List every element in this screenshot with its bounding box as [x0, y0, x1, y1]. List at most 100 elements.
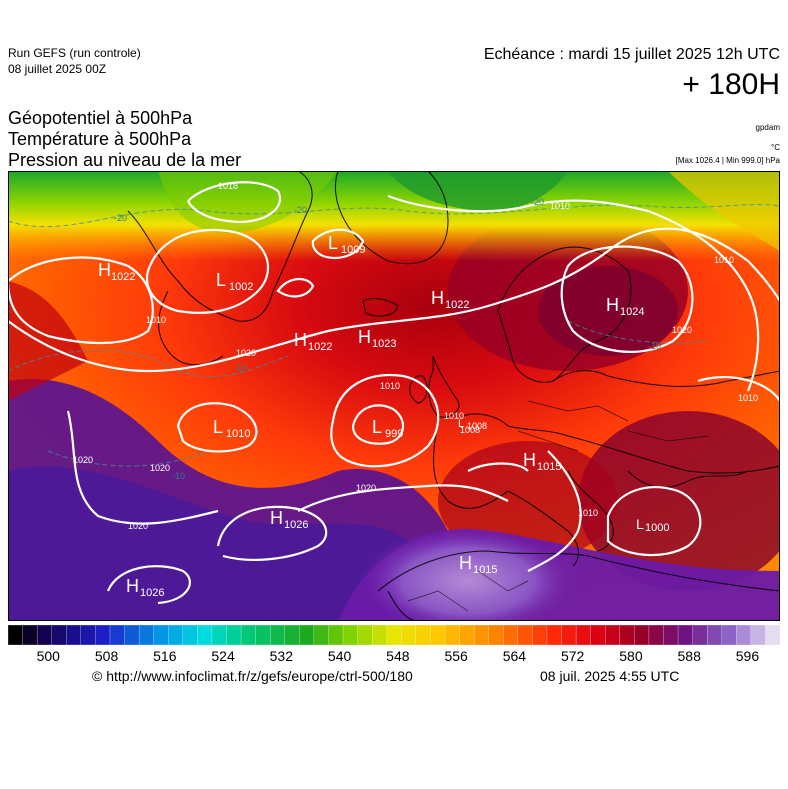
color-scale-swatch [473, 625, 490, 645]
parameter-temperature: Température à 500hPa [8, 129, 192, 149]
color-scale-swatch [124, 625, 140, 645]
pressure-center-symbol: H [98, 260, 111, 280]
isobar-label: 1010 [550, 201, 570, 211]
isotherm-label: -10 [234, 363, 247, 373]
pressure-center-l-1009: L 1009 [328, 233, 365, 256]
isobar-label: 1010 [738, 393, 758, 403]
color-scale-swatch [459, 625, 475, 645]
svg-text:H: H [270, 508, 283, 528]
color-scale-swatch [575, 625, 592, 645]
svg-text:999: 999 [385, 428, 403, 440]
pressure-center-h-1022a: H 1022 [98, 260, 135, 283]
isobar-label: 1008 [460, 425, 480, 435]
color-scale-swatch [240, 625, 257, 645]
isobar-label: 1010 [380, 381, 400, 391]
color-scale-tick-label: 508 [94, 648, 119, 664]
isobar-label: 1010 [146, 315, 166, 325]
pressure-max-min: [Max 1026.4 | Min 999.0] hPa [675, 156, 780, 165]
source-credit: © http://www.infoclimat.fr/z/gefs/europe… [92, 668, 413, 684]
svg-text:1015: 1015 [473, 564, 497, 576]
color-scale-swatch [386, 625, 402, 645]
isotherm-label: -20 [114, 213, 127, 223]
unit-geopotential: gpdam [755, 123, 780, 132]
color-scale-swatch [721, 625, 737, 645]
forecast-valid-time: Echéance : mardi 15 juillet 2025 12h UTC [483, 46, 780, 63]
isobar-label: 1020 [150, 463, 170, 473]
color-scale-swatch [663, 625, 679, 645]
isobar-label: 1020 [356, 483, 376, 493]
color-scale-swatch [95, 625, 111, 645]
svg-text:H: H [294, 330, 307, 350]
color-scale-tick-label: 524 [211, 648, 235, 664]
svg-text:H: H [126, 576, 139, 596]
pressure-center-h-1022c: H 1022 [294, 330, 332, 353]
color-scale-tick-label: 500 [36, 648, 60, 664]
color-scale-tick-label: 564 [502, 648, 527, 664]
color-scale-swatch [182, 625, 198, 645]
isobar-label: 1020 [128, 521, 148, 531]
color-scale-swatch [590, 625, 606, 645]
pressure-center-h-1026b: H 1026 [126, 576, 164, 599]
color-scale-swatch [444, 625, 461, 645]
svg-text:L: L [328, 233, 338, 253]
pressure-center-h-1026a: H 1026 [270, 508, 308, 531]
svg-text:1010: 1010 [226, 428, 250, 440]
color-scale-swatch [707, 625, 723, 645]
color-scale-swatch [648, 625, 665, 645]
forecast-lead-time: + 180H [682, 68, 780, 101]
color-scale-swatch [517, 625, 533, 645]
color-scale-swatch [371, 625, 388, 645]
isobar-label: 1020 [236, 348, 256, 358]
svg-text:L: L [458, 418, 464, 430]
weather-map: H 1022 L 1002 L 1009 H 1022 H 1022 H 102… [8, 171, 780, 621]
color-scale-swatch [299, 625, 315, 645]
isobar-label: 1020 [672, 325, 692, 335]
svg-text:H: H [431, 288, 444, 308]
color-scale-swatch [66, 625, 82, 645]
color-scale-swatch [546, 625, 563, 645]
color-scale-swatch [532, 625, 548, 645]
pressure-center-h-1024: H 1024 [606, 295, 644, 318]
isotherm-label: -20 [531, 197, 544, 207]
color-scale-swatch [503, 625, 519, 645]
color-scale-swatch [677, 625, 694, 645]
color-scale-swatch [736, 625, 752, 645]
svg-text:H: H [523, 450, 536, 470]
color-scale-tick-label: 556 [444, 648, 468, 664]
svg-text:1002: 1002 [229, 281, 253, 293]
color-scale-swatch [153, 625, 169, 645]
color-scale-swatch [226, 625, 242, 645]
svg-text:L: L [216, 270, 226, 290]
parameter-mslp: Pression au niveau de la mer [8, 150, 242, 170]
color-scale-swatch [211, 625, 228, 645]
isotherm-label: -10 [648, 341, 661, 351]
svg-text:1024: 1024 [620, 306, 644, 318]
color-scale-swatch [197, 625, 213, 645]
svg-text:1023: 1023 [372, 338, 396, 350]
color-scale-swatch [765, 625, 780, 645]
color-scale-swatch [619, 625, 635, 645]
color-scale-swatch [284, 625, 300, 645]
color-scale-tick-label: 516 [153, 648, 177, 664]
pressure-center-l-1010: L 1010 [213, 417, 250, 440]
color-scale-swatch [342, 625, 359, 645]
pressure-center-l-1002: L 1002 [216, 270, 253, 293]
color-scale-swatch [51, 625, 67, 645]
unit-temperature: °C [771, 143, 780, 152]
color-scale-swatch [634, 625, 650, 645]
color-scale-tick-label: 596 [735, 648, 760, 664]
color-scale-tick-label: 548 [386, 648, 410, 664]
pressure-center-h-1022b: H 1022 [431, 288, 469, 311]
color-scale-swatch [430, 625, 446, 645]
color-scale-bar [8, 625, 780, 645]
color-scale-swatch [255, 625, 271, 645]
pressure-center-l-1008: L 1008 [458, 418, 487, 431]
color-scale-tick-label: 580 [619, 648, 643, 664]
color-scale-swatch [488, 625, 504, 645]
pressure-center-h-1015a: H 1015 [523, 450, 561, 473]
isotherm-label: -10 [172, 471, 185, 481]
color-scale-swatch [401, 625, 417, 645]
svg-text:1026: 1026 [284, 519, 308, 531]
svg-text:1026: 1026 [140, 587, 164, 599]
color-scale-swatch [36, 625, 53, 645]
